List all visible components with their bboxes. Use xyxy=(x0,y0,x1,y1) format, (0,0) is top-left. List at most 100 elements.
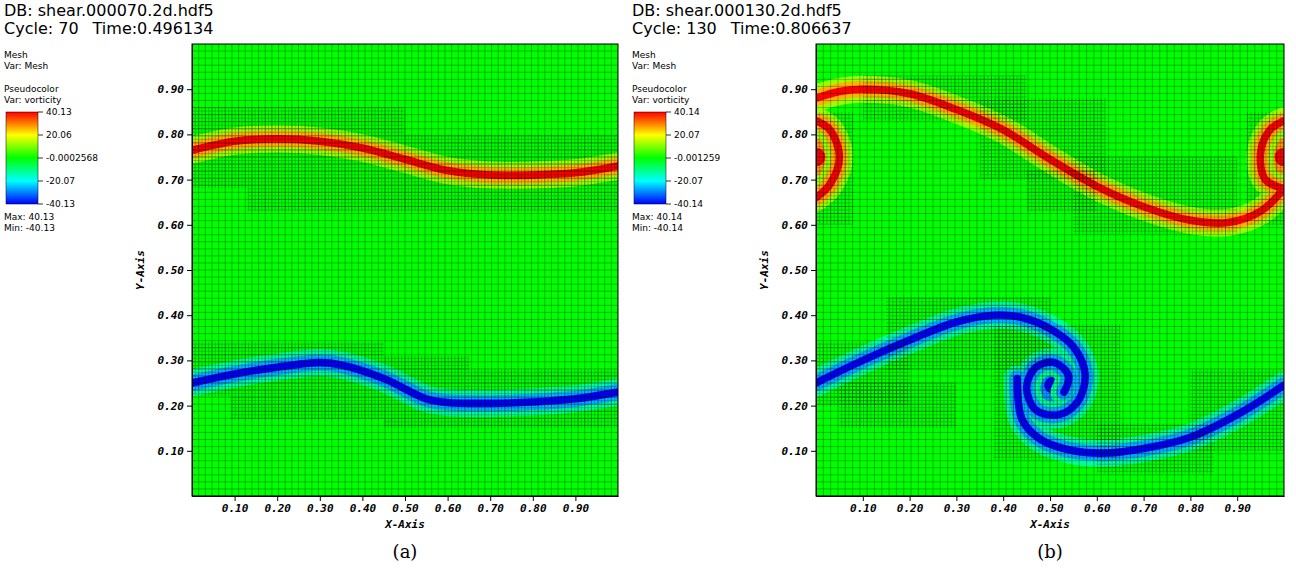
mesh-line xyxy=(816,241,1284,242)
mesh-fine-line xyxy=(192,390,384,391)
tick: 0.80 xyxy=(158,128,193,141)
mesh-fine-line xyxy=(936,76,937,121)
mesh-fine-line xyxy=(268,107,269,188)
mesh-fine-line xyxy=(994,326,1120,327)
mesh-fine-line xyxy=(192,171,405,172)
mesh-fine-line xyxy=(454,369,455,428)
mesh-line xyxy=(444,44,445,496)
mesh-fine-line xyxy=(405,181,618,182)
mesh-fine-line xyxy=(291,342,292,396)
mesh-fine-line xyxy=(471,369,472,428)
mesh-fine-line xyxy=(371,107,372,188)
mesh-fine-line xyxy=(281,189,282,212)
mesh-line xyxy=(816,93,1284,94)
mesh-fine-line xyxy=(943,383,944,428)
mesh-fine-line xyxy=(867,383,868,428)
caption: (b) xyxy=(1037,541,1063,562)
mesh-fine-line xyxy=(538,134,539,211)
mesh-fine-line xyxy=(885,76,886,121)
mesh-fine-line xyxy=(228,342,229,396)
mesh-fine-line xyxy=(285,107,286,188)
mesh-fine-line xyxy=(1273,369,1274,450)
mesh-fine-line xyxy=(1247,139,1284,140)
tick: 0.20 xyxy=(264,496,291,515)
tick: 0.60 xyxy=(782,219,817,232)
mesh-fine-line xyxy=(524,369,525,428)
mesh-line xyxy=(816,262,1284,263)
tick: 0.60 xyxy=(158,219,193,232)
time: Time:0.806637 xyxy=(730,19,852,38)
tick-mark xyxy=(811,315,816,316)
mesh-fine-line xyxy=(247,188,405,189)
mesh-fine-line xyxy=(504,134,505,211)
legend-text: Var: Mesh xyxy=(4,61,48,71)
mesh-fine-line xyxy=(816,171,853,172)
mesh-fine-line xyxy=(958,297,959,369)
colorbar-tick-label: -20.07 xyxy=(674,176,703,186)
mesh-fine-line xyxy=(1082,171,1083,212)
tick-mark xyxy=(811,180,816,181)
layer-core xyxy=(816,89,1284,223)
mesh-fine-line xyxy=(1097,424,1098,474)
cycle: Cycle: 70 xyxy=(4,19,79,38)
mesh-line xyxy=(571,44,572,496)
mesh-fine-line xyxy=(1174,424,1175,474)
mesh-fine-line xyxy=(301,189,302,212)
tick-mark xyxy=(811,225,816,226)
mesh-fine-line xyxy=(474,369,475,428)
mesh-fine-line xyxy=(892,76,893,121)
mesh-fine-line xyxy=(1188,157,1189,234)
mesh-fine-line xyxy=(1027,181,1097,182)
mesh-fine-line xyxy=(265,189,266,212)
tick-label: 0.70 xyxy=(158,174,185,187)
mesh-fine-line xyxy=(980,171,1106,172)
mesh-fine-line xyxy=(1073,188,1237,189)
mesh-fine-line xyxy=(261,342,262,396)
mesh-fine-line xyxy=(929,383,930,428)
mesh-line xyxy=(816,72,1284,73)
mesh-fine-line xyxy=(331,107,332,188)
mesh-fine-line xyxy=(826,342,827,405)
mesh-fine-line xyxy=(384,365,469,366)
tick-label: 0.70 xyxy=(477,502,504,515)
mesh-fine-line xyxy=(1073,206,1237,207)
mesh-fine-line xyxy=(491,369,492,428)
mesh-line xyxy=(551,44,552,496)
y-axis-title: Y-Axis xyxy=(134,250,147,290)
mesh-fine-line xyxy=(914,76,915,121)
mesh-fine-line xyxy=(1073,227,1237,228)
mesh-fine-line xyxy=(994,393,1120,394)
tick: 0.90 xyxy=(158,83,193,96)
tick: 0.70 xyxy=(477,496,504,515)
mesh-fine-line xyxy=(994,354,1120,355)
mesh-fine-line xyxy=(265,107,266,188)
layer-band xyxy=(192,363,618,404)
tick: 0.40 xyxy=(782,309,817,322)
mesh-line xyxy=(1225,44,1226,496)
mesh-line xyxy=(1071,44,1072,496)
mesh-fine-line xyxy=(405,153,618,154)
mesh-fine-line xyxy=(421,356,422,370)
mesh-fine-line xyxy=(889,297,890,369)
mesh-fine-line xyxy=(458,356,459,370)
mesh-fine-line xyxy=(192,358,384,359)
mesh-fine-line xyxy=(531,369,532,428)
mesh-fine-line xyxy=(401,369,402,428)
mesh-fine-line xyxy=(1190,443,1284,444)
mesh-fine-line xyxy=(1145,424,1146,474)
mesh-fine-line xyxy=(341,342,342,396)
mesh-fine-line xyxy=(1247,132,1284,133)
mesh-fine-line xyxy=(943,297,944,369)
mesh-fine-line xyxy=(1075,171,1076,212)
tick-mark xyxy=(187,225,192,226)
mesh-fine-line xyxy=(521,134,522,211)
mesh-fine-line xyxy=(258,342,259,396)
mesh-fine-line xyxy=(1053,171,1054,212)
mesh-fine-line xyxy=(192,386,384,387)
mesh-fine-line xyxy=(604,369,605,428)
mesh-fine-line xyxy=(816,121,853,122)
mesh-fine-line xyxy=(345,342,346,396)
colorbar-tick xyxy=(666,204,671,205)
mesh-fine-line xyxy=(428,356,429,370)
mesh-fine-line xyxy=(261,189,262,212)
